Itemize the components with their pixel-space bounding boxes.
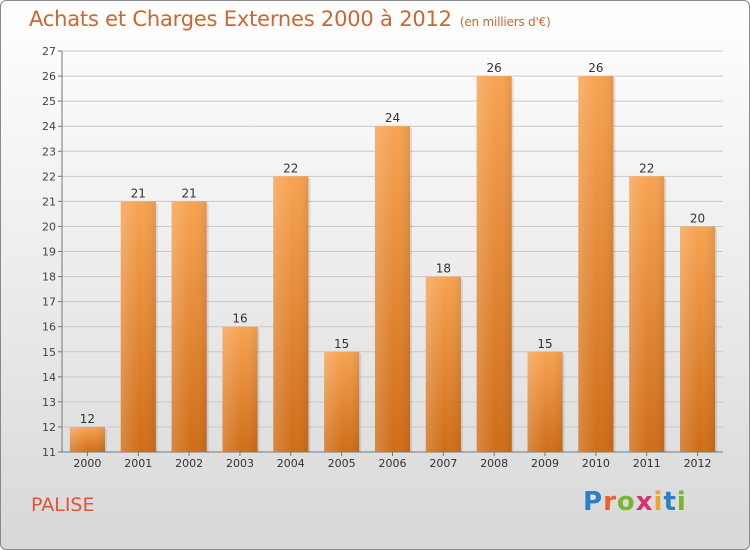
brand-letter: r (603, 487, 617, 517)
bar-highlight (273, 176, 309, 452)
x-tick-label: 2010 (582, 457, 610, 470)
y-tick-label: 11 (42, 446, 56, 459)
y-tick-label: 15 (42, 346, 56, 359)
bar-highlight (476, 76, 512, 452)
title-text: Achats et Charges Externes 2000 à 2012 (29, 7, 452, 31)
y-tick-label: 26 (42, 70, 56, 83)
x-tick-label: 2012 (684, 457, 712, 470)
town-name: PALISE (31, 494, 95, 516)
bar-highlight (324, 351, 360, 452)
data-label: 18 (436, 262, 451, 276)
data-label: 16 (232, 312, 247, 326)
bar-highlight (425, 276, 461, 452)
bar-highlight (171, 201, 207, 452)
x-tick-label: 2003 (226, 457, 254, 470)
y-tick-label: 14 (42, 371, 56, 384)
bar-highlight (120, 201, 156, 452)
x-tick-label: 2006 (379, 457, 407, 470)
brand-letter: i (676, 487, 687, 517)
bar-highlight (629, 176, 665, 452)
brand-letter: i (653, 487, 664, 517)
y-tick-label: 27 (42, 45, 56, 58)
y-tick-label: 23 (42, 145, 56, 158)
bar-highlight (527, 351, 563, 452)
x-tick-label: 2007 (429, 457, 457, 470)
bar-highlight (680, 226, 716, 452)
data-label: 21 (181, 186, 196, 200)
data-label: 20 (690, 211, 705, 225)
y-tick-label: 17 (42, 296, 56, 309)
bar-highlight (578, 76, 614, 452)
proxiti-logo[interactable]: Proxiti (583, 487, 687, 517)
data-labels: 12 21 21 16 22 15 24 18 26 15 26 22 20 (80, 61, 705, 426)
brand-letter: o (616, 487, 636, 517)
brand-letter: x (635, 487, 654, 517)
data-label: 26 (588, 61, 603, 75)
y-tick-label: 22 (42, 170, 56, 183)
data-label: 22 (639, 161, 654, 175)
x-tick-label: 2011 (633, 457, 661, 470)
bars (69, 76, 718, 452)
x-tick-label: 2001 (124, 457, 152, 470)
x-tick-label: 2000 (73, 457, 101, 470)
data-label: 26 (487, 61, 502, 75)
unit-label: (en milliers d'€) (459, 15, 551, 29)
data-label: 21 (131, 186, 146, 200)
y-tick-label: 21 (42, 195, 56, 208)
x-tick-labels: 2000 2001 2002 2003 2004 2005 2006 2007 2008 2009… (73, 457, 711, 470)
y-tick-label: 12 (42, 421, 56, 434)
data-label: 22 (283, 161, 298, 175)
x-tick-label: 2002 (175, 457, 203, 470)
x-tick-label: 2009 (531, 457, 559, 470)
data-label: 15 (537, 337, 552, 351)
x-tick-label: 2005 (328, 457, 356, 470)
bar-highlight (222, 326, 258, 452)
y-tick-label: 16 (42, 321, 56, 334)
y-tick-label: 25 (42, 95, 56, 108)
data-label: 12 (80, 412, 95, 426)
bar-highlight (374, 126, 411, 452)
brand-letter: t (663, 487, 677, 517)
y-tick-label: 18 (42, 271, 56, 284)
data-label: 15 (334, 337, 349, 351)
y-tick-label: 19 (42, 246, 56, 259)
y-tick-label: 13 (42, 396, 56, 409)
chart-title: Achats et Charges Externes 2000 à 2012 (e… (29, 7, 551, 31)
y-tick-labels: 11 12 13 14 15 16 17 18 19 20 21 22 23 24 25 26 27 (42, 45, 56, 459)
brand-letter: P (583, 487, 604, 517)
x-tick-label: 2004 (277, 457, 305, 470)
data-label: 24 (385, 111, 400, 125)
bar-highlight (69, 426, 105, 452)
y-tick-label: 20 (42, 220, 56, 233)
x-tick-label: 2008 (480, 457, 508, 470)
y-tick-label: 24 (42, 120, 56, 133)
